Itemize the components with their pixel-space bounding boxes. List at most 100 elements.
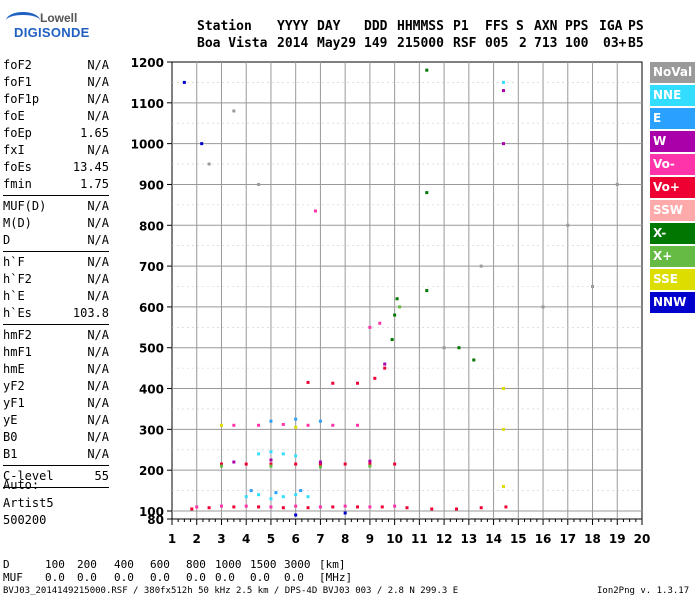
header-cell: IGA <box>599 19 623 34</box>
parameter-separator <box>3 251 109 252</box>
parameter-name: h`F <box>3 255 25 269</box>
parameter-name: hmE <box>3 362 25 376</box>
data-point <box>219 462 223 466</box>
legend-item: X+ <box>650 246 695 267</box>
data-point <box>378 321 382 325</box>
parameter-row: M(D) N/A <box>3 215 109 232</box>
parameter-row: h`Es 103.8 <box>3 305 109 322</box>
data-point <box>343 511 347 515</box>
data-point <box>368 459 372 463</box>
x-tick-label: 10 <box>386 532 403 546</box>
legend: NoVal NNE E W Vo- Vo+ SSW X- X+ SSE NNW <box>650 62 695 315</box>
data-point <box>249 489 253 493</box>
parameter-row: foEp 1.65 <box>3 125 109 142</box>
x-tick-label: 2 <box>193 532 201 546</box>
data-point <box>457 346 461 350</box>
parameter-name: foEs <box>3 160 32 174</box>
data-point <box>244 462 248 466</box>
footer-version: Ion2Png v. 1.3.17 <box>597 586 690 596</box>
data-point <box>501 80 505 84</box>
data-point <box>207 162 211 166</box>
header-cell: AXN <box>534 19 558 34</box>
parameter-row: B0 N/A <box>3 429 109 446</box>
data-point <box>200 142 204 146</box>
data-point <box>294 504 298 508</box>
header-cell: 2014 <box>277 36 309 51</box>
parameter-value: N/A <box>87 92 109 106</box>
data-point <box>615 182 619 186</box>
data-point <box>257 452 261 456</box>
auto-artist: Artist5 <box>3 496 54 510</box>
legend-item: NNE <box>650 85 695 106</box>
header-cell: 03+ <box>603 36 627 51</box>
data-point <box>294 417 298 421</box>
parameter-name: D <box>3 233 11 247</box>
y-tick-label: 1000 <box>131 138 164 152</box>
data-point <box>269 419 273 423</box>
row-value: 3000 <box>284 558 311 571</box>
row-value: 0.0 <box>215 571 235 584</box>
data-point <box>294 493 298 497</box>
data-point <box>281 495 285 499</box>
row-label: D <box>3 558 10 571</box>
x-tick-label: 20 <box>634 532 651 546</box>
header-cell: 149 <box>364 36 388 51</box>
parameter-value: N/A <box>87 328 109 342</box>
data-point <box>591 285 595 288</box>
data-point <box>368 505 372 509</box>
row-value: 400 <box>114 558 134 571</box>
parameter-row: fmin 1.75 <box>3 176 109 193</box>
x-tick-label: 6 <box>292 532 300 546</box>
data-point <box>501 142 505 146</box>
header-cell: S <box>516 19 524 34</box>
x-tick-label: 9 <box>366 532 374 546</box>
data-point <box>244 504 248 508</box>
data-point <box>442 346 446 350</box>
header-cell: Station <box>197 19 252 34</box>
y-tick-label: 500 <box>139 342 164 356</box>
parameter-row: foF1 N/A <box>3 74 109 91</box>
data-point <box>190 507 194 511</box>
parameter-name: fxI <box>3 143 25 157</box>
parameter-value: N/A <box>87 109 109 123</box>
y-tick-label: 400 <box>139 383 164 397</box>
data-point <box>395 297 399 301</box>
parameter-value: 55 <box>94 469 109 483</box>
x-tick-label: 7 <box>316 532 324 546</box>
parameter-value: N/A <box>87 396 109 410</box>
data-point <box>257 505 261 509</box>
data-point <box>368 325 372 329</box>
y-tick-label: 1100 <box>131 97 164 111</box>
parameter-row: hmE N/A <box>3 361 109 378</box>
data-point <box>398 305 402 309</box>
parameter-row: yF1 N/A <box>3 395 109 412</box>
header-cell: PPS <box>565 19 589 34</box>
data-point <box>472 358 476 362</box>
header-cell: 005 <box>485 36 509 51</box>
data-point <box>501 427 505 431</box>
parameter-name: MUF(D) <box>3 199 47 213</box>
data-point <box>331 423 335 427</box>
row-value: 100 <box>45 558 65 571</box>
legend-item: Vo+ <box>650 177 695 198</box>
data-point <box>566 223 570 227</box>
legend-item: X- <box>650 223 695 244</box>
data-point <box>318 505 322 509</box>
legend-item: NNW <box>650 292 695 313</box>
parameter-value: N/A <box>87 58 109 72</box>
data-point <box>393 313 397 317</box>
parameter-row: h`F N/A <box>3 254 109 271</box>
data-point <box>393 462 397 466</box>
header-cell: RSF <box>453 36 477 51</box>
parameter-row: foEs 13.45 <box>3 159 109 176</box>
parameter-row: MUF(D) N/A <box>3 198 109 215</box>
parameter-row: h`F2 N/A <box>3 271 109 288</box>
data-point <box>306 380 310 384</box>
data-point <box>313 209 317 213</box>
data-point <box>318 465 322 469</box>
data-point <box>501 387 505 391</box>
parameter-value: N/A <box>87 143 109 157</box>
data-point <box>504 505 508 509</box>
data-point <box>425 68 429 72</box>
data-point <box>232 109 236 113</box>
